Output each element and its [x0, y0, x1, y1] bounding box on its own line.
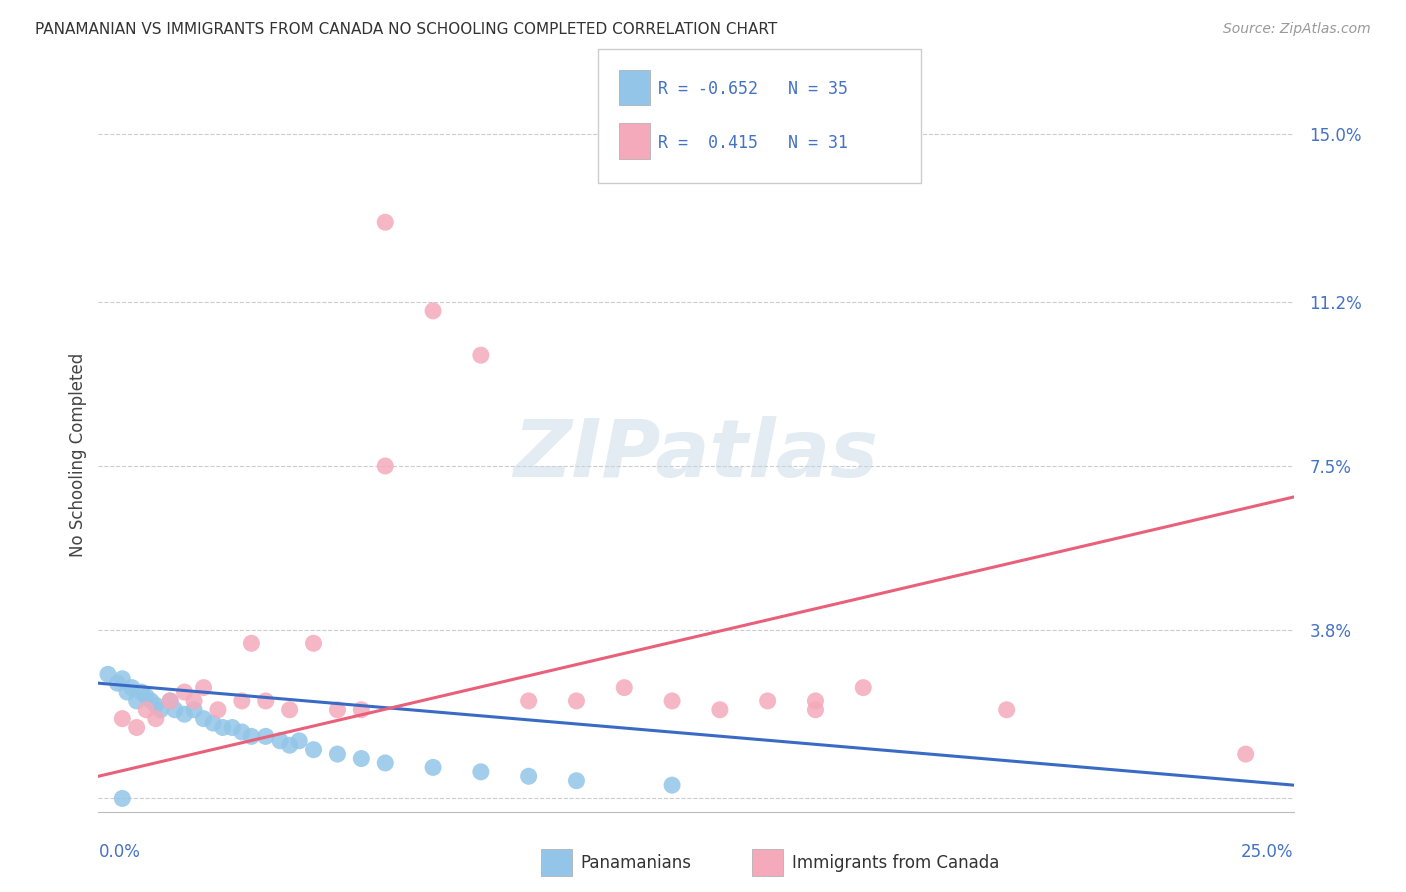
- Point: [125, 694, 148, 708]
- Point: [1234, 747, 1257, 761]
- Point: [135, 690, 157, 704]
- Point: [374, 215, 396, 229]
- Point: [139, 694, 162, 708]
- Point: [211, 721, 233, 735]
- Point: [613, 681, 636, 695]
- Point: [269, 733, 291, 747]
- Point: [804, 694, 827, 708]
- Point: [302, 742, 325, 756]
- Point: [183, 694, 205, 708]
- Text: Panamanians: Panamanians: [581, 854, 692, 871]
- Point: [131, 685, 153, 699]
- Point: [240, 636, 263, 650]
- Point: [125, 721, 148, 735]
- Text: R =  0.415   N = 31: R = 0.415 N = 31: [658, 134, 848, 152]
- Point: [193, 681, 215, 695]
- Point: [159, 694, 181, 708]
- Point: [326, 703, 349, 717]
- Point: [470, 764, 492, 779]
- Point: [852, 681, 875, 695]
- Text: 25.0%: 25.0%: [1241, 843, 1294, 861]
- Point: [422, 760, 444, 774]
- Point: [231, 694, 253, 708]
- Point: [173, 707, 195, 722]
- Point: [661, 694, 683, 708]
- Point: [254, 694, 277, 708]
- Point: [470, 348, 492, 362]
- Point: [202, 716, 225, 731]
- Point: [565, 773, 588, 788]
- Point: [709, 703, 731, 717]
- Point: [111, 712, 134, 726]
- Text: Source: ZipAtlas.com: Source: ZipAtlas.com: [1223, 22, 1371, 37]
- Point: [350, 751, 373, 765]
- Text: ZIPatlas: ZIPatlas: [513, 416, 879, 494]
- Text: PANAMANIAN VS IMMIGRANTS FROM CANADA NO SCHOOLING COMPLETED CORRELATION CHART: PANAMANIAN VS IMMIGRANTS FROM CANADA NO …: [35, 22, 778, 37]
- Point: [111, 791, 134, 805]
- Point: [302, 636, 325, 650]
- Point: [145, 712, 167, 726]
- Point: [278, 738, 301, 752]
- Point: [193, 712, 215, 726]
- Point: [517, 769, 540, 783]
- Point: [374, 458, 396, 473]
- Point: [107, 676, 129, 690]
- Point: [111, 672, 134, 686]
- Point: [221, 721, 243, 735]
- Point: [326, 747, 349, 761]
- Point: [135, 703, 157, 717]
- Point: [240, 730, 263, 744]
- Point: [278, 703, 301, 717]
- Point: [661, 778, 683, 792]
- Point: [804, 703, 827, 717]
- Point: [149, 703, 172, 717]
- Point: [288, 733, 311, 747]
- Point: [231, 725, 253, 739]
- Point: [422, 304, 444, 318]
- Point: [145, 698, 167, 713]
- Point: [159, 694, 181, 708]
- Point: [350, 703, 373, 717]
- Point: [173, 685, 195, 699]
- Y-axis label: No Schooling Completed: No Schooling Completed: [69, 353, 87, 557]
- Point: [207, 703, 229, 717]
- Point: [97, 667, 120, 681]
- Point: [254, 730, 277, 744]
- Text: Immigrants from Canada: Immigrants from Canada: [792, 854, 998, 871]
- Point: [374, 756, 396, 770]
- Point: [183, 703, 205, 717]
- Point: [517, 694, 540, 708]
- Point: [756, 694, 779, 708]
- Point: [163, 703, 186, 717]
- Point: [995, 703, 1018, 717]
- Point: [565, 694, 588, 708]
- Text: R = -0.652   N = 35: R = -0.652 N = 35: [658, 80, 848, 98]
- Point: [121, 681, 143, 695]
- Text: 0.0%: 0.0%: [98, 843, 141, 861]
- Point: [115, 685, 138, 699]
